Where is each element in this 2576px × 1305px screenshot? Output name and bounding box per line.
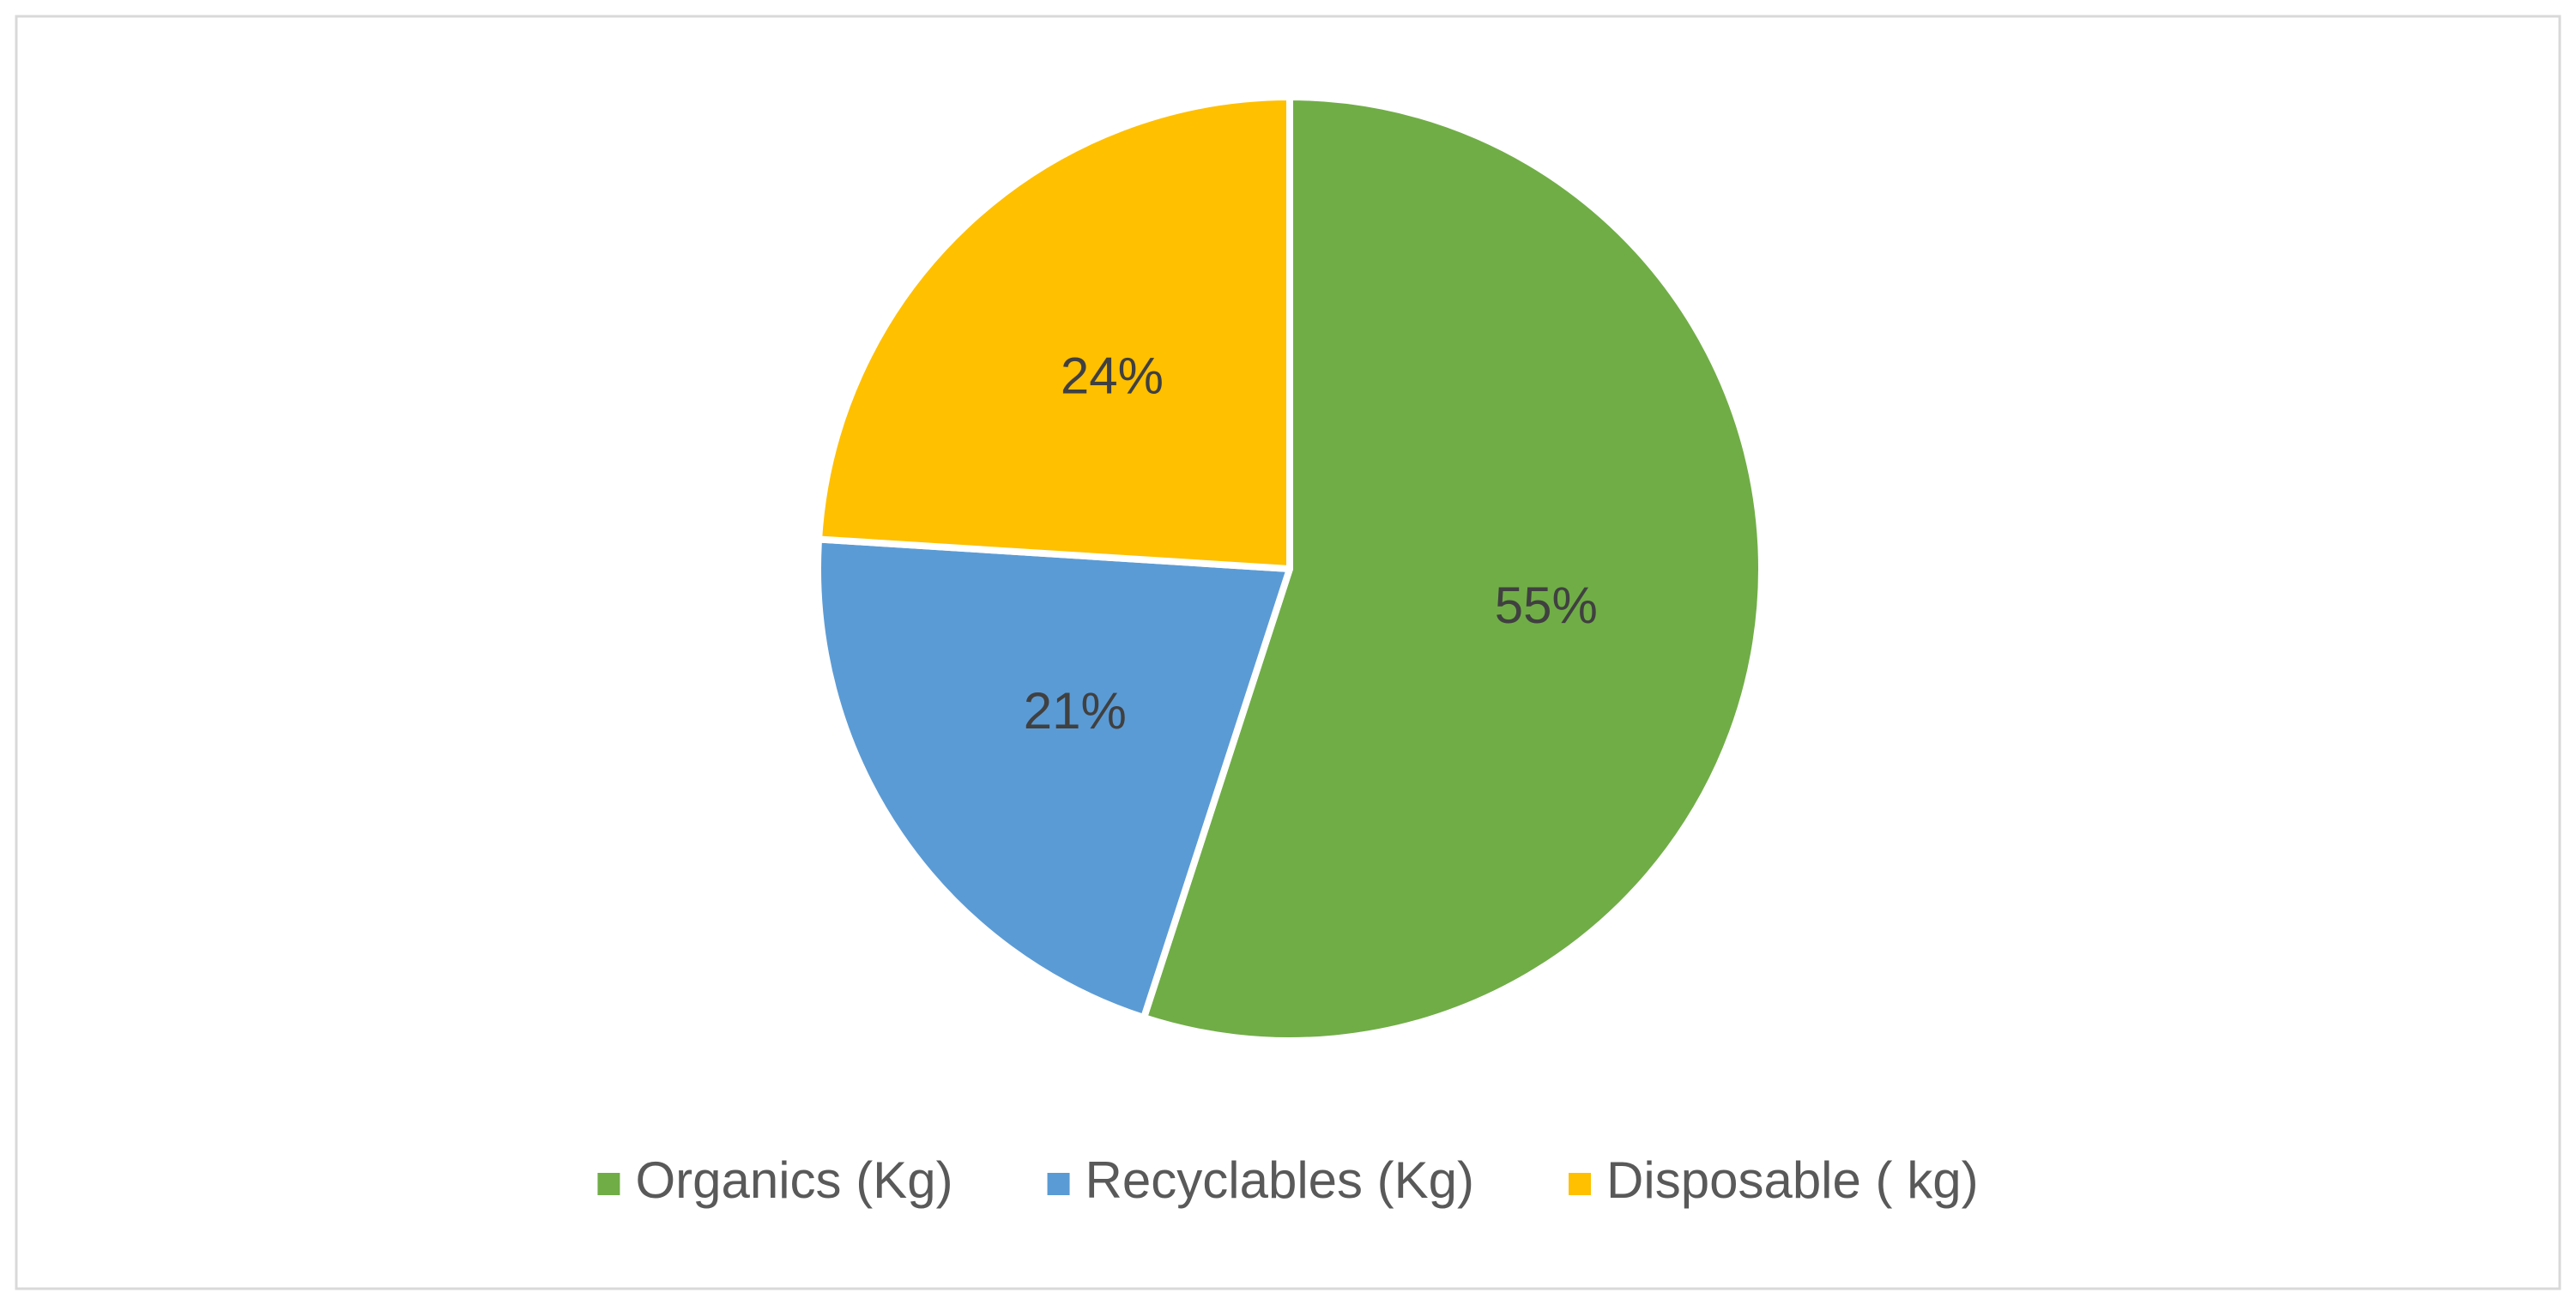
data-label: 21%	[1024, 682, 1127, 740]
pie-slice	[815, 94, 1293, 572]
pie-slice	[814, 535, 1293, 1022]
legend-item: Recyclables (Kg)	[1047, 1151, 1475, 1209]
data-label: 55%	[1495, 577, 1598, 634]
legend-label: Disposable ( kg)	[1606, 1151, 1979, 1209]
legend-item: Organics (Kg)	[597, 1151, 953, 1209]
legend-swatch	[1569, 1173, 1592, 1195]
data-label: 24%	[1061, 347, 1164, 404]
legend-swatch	[1047, 1173, 1070, 1195]
legend-item: Disposable ( kg)	[1569, 1151, 1979, 1209]
legend-label: Recyclables (Kg)	[1085, 1151, 1475, 1209]
pie-slice	[1140, 94, 1765, 1044]
legend-label: Organics (Kg)	[635, 1151, 952, 1209]
legend-swatch	[597, 1173, 620, 1195]
